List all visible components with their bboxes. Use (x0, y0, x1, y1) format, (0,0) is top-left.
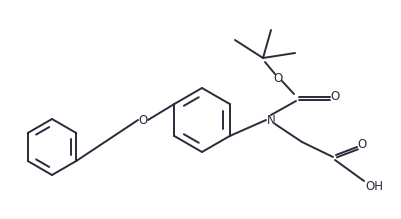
Text: O: O (330, 90, 340, 104)
Text: N: N (267, 113, 275, 127)
Text: OH: OH (365, 180, 383, 193)
Text: O: O (273, 71, 283, 85)
Text: O: O (138, 113, 148, 127)
Text: O: O (357, 138, 367, 152)
